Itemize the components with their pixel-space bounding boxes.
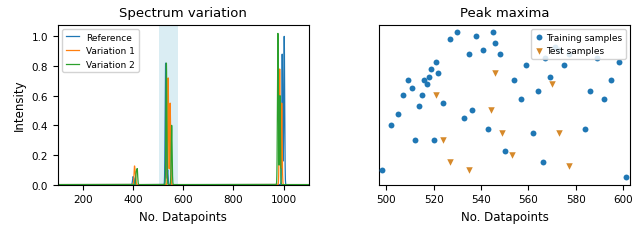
Training samples [407,87,417,90]
Training samples [445,38,456,42]
Line: Reference: Reference [58,37,309,185]
Test samples [497,131,508,135]
Test samples [431,94,441,98]
Reference [67,183,74,186]
Training samples [424,75,434,79]
Training samples [488,31,498,34]
Y-axis label: Intensity: Intensity [13,79,26,131]
Line: Variation 1: Variation 1 [58,70,309,185]
Training samples [528,131,538,135]
Variation 2 [145,183,152,186]
Training samples [533,90,543,94]
Variation 1 [145,183,152,186]
Training samples [500,150,510,153]
Variation 1 [240,183,248,186]
Training samples [431,61,441,64]
Variation 1 [54,183,61,186]
Training samples [621,176,631,179]
Variation 1 [276,68,284,71]
Test samples [438,139,448,142]
Legend: Reference, Variation 1, Variation 2: Reference, Variation 1, Variation 2 [62,30,139,73]
Reference [240,183,248,186]
Test samples [564,164,574,168]
Variation 2 [253,183,261,186]
X-axis label: No. Datapoints: No. Datapoints [461,210,548,223]
Test samples [490,72,500,75]
Training samples [397,94,408,98]
Reference [54,183,61,186]
Training samples [564,53,574,57]
Training samples [516,98,527,101]
X-axis label: No. Datapoints: No. Datapoints [140,210,227,223]
Reference [213,183,221,186]
Variation 1 [253,183,261,186]
Training samples [521,64,531,68]
Training samples [613,61,623,64]
Training samples [509,79,520,83]
Training samples [580,128,591,131]
Training samples [417,94,427,98]
Training samples [540,57,550,61]
Training samples [495,53,505,57]
Test samples [554,131,564,135]
Training samples [403,79,413,83]
Variation 1 [67,183,74,186]
Training samples [433,72,444,75]
Training samples [585,90,595,94]
Test samples [445,161,456,164]
Test samples [547,83,557,87]
Test samples [486,109,496,112]
Training samples [549,46,559,49]
Training samples [452,31,463,34]
Training samples [554,49,564,53]
Variation 1 [202,183,210,186]
Legend: Training samples, Test samples: Training samples, Test samples [531,30,626,60]
Variation 2 [274,33,282,36]
Variation 2 [240,183,248,186]
Test samples [507,153,517,157]
Training samples [478,49,488,53]
Training samples [393,112,403,116]
Training samples [599,98,609,101]
Training samples [464,53,474,57]
Training samples [467,109,477,112]
Variation 2 [54,183,61,186]
Training samples [429,139,439,142]
Training samples [376,168,387,172]
Training samples [422,83,432,87]
Training samples [438,101,448,105]
Reference [253,183,261,186]
Training samples [606,79,616,83]
Training samples [410,139,420,142]
Variation 2 [202,183,210,186]
Training samples [419,79,429,83]
Training samples [460,116,470,120]
Test samples [464,168,474,172]
Variation 2 [213,183,221,186]
Variation 2 [67,183,74,186]
Training samples [386,124,396,127]
Reference [305,183,313,186]
Training samples [592,57,602,61]
Title: Peak maxima: Peak maxima [460,7,550,20]
Title: Spectrum variation: Spectrum variation [119,7,247,20]
Reference [202,183,210,186]
Training samples [426,68,436,72]
Variation 2 [305,183,313,186]
Training samples [559,64,569,68]
Training samples [538,161,548,164]
Reference [145,183,152,186]
Variation 1 [305,183,313,186]
Training samples [483,128,493,131]
Bar [159,25,178,185]
Line: Variation 2: Variation 2 [58,34,309,185]
Variation 1 [213,183,221,186]
Training samples [545,75,555,79]
Training samples [471,34,481,38]
Training samples [490,42,500,46]
Reference [280,36,288,39]
Training samples [414,105,424,109]
